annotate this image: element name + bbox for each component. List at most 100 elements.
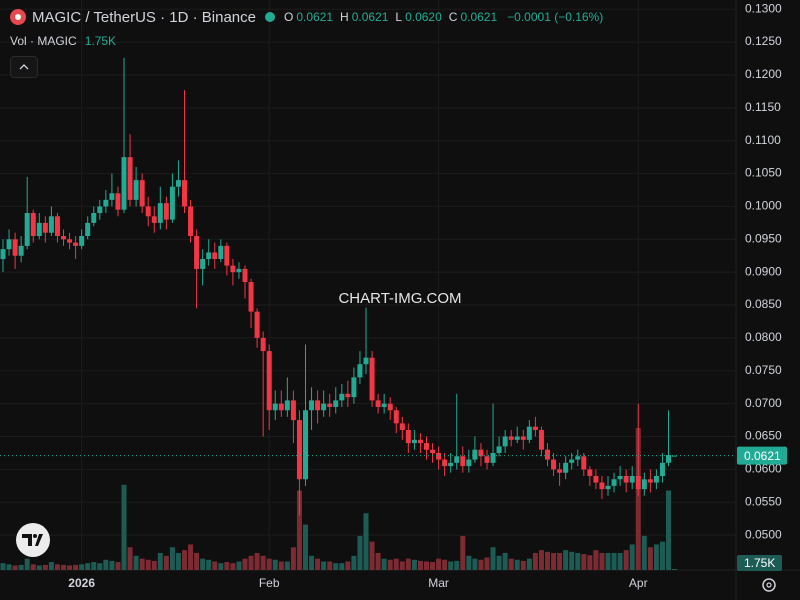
candle-body [502, 436, 508, 447]
volume-bar [188, 544, 194, 570]
volume-bar [36, 565, 42, 570]
candle-body [363, 357, 369, 365]
candle-body [581, 456, 587, 470]
volume-bar [24, 558, 30, 570]
volume-bar [272, 559, 278, 570]
candle-body [30, 213, 36, 237]
candle-body [532, 426, 538, 430]
candle-body [206, 252, 212, 260]
candle-body [182, 180, 187, 207]
candle-body [42, 222, 48, 233]
settings-icon[interactable] [762, 578, 776, 592]
candle-body [103, 199, 109, 207]
volume-bar [85, 563, 91, 570]
candle-body [151, 216, 157, 223]
candle-body [248, 282, 254, 312]
volume-bar [73, 564, 79, 570]
legend-value: 0.0621 [351, 10, 389, 24]
y-tick-label: 0.0950 [745, 231, 782, 245]
volume-bar [466, 555, 472, 570]
volume-bar [296, 490, 302, 570]
candle-body [587, 469, 593, 476]
candle-body [605, 485, 611, 490]
candle-body [97, 206, 103, 214]
price-box [737, 446, 787, 465]
volume-bar [532, 552, 538, 570]
y-tick-label: 0.0900 [745, 264, 782, 278]
candle-body [260, 337, 266, 352]
candle-body [563, 462, 569, 473]
candle-body [454, 456, 460, 463]
candle-body [629, 475, 635, 483]
candle-body [611, 479, 617, 486]
volume-bar [157, 552, 163, 570]
volume-bar [357, 535, 363, 570]
candle-body [557, 469, 563, 473]
candle-body [79, 236, 85, 246]
candle-body [575, 456, 581, 460]
volume-bar [290, 547, 296, 570]
candle-body [254, 311, 260, 338]
candle-body [381, 403, 387, 407]
volume-bar [109, 560, 115, 570]
tv-logo[interactable] [16, 523, 50, 557]
candle-body [375, 400, 381, 407]
volume-bar [145, 559, 151, 570]
volume-bar [393, 558, 399, 570]
candle-body [309, 400, 315, 411]
volume-bar [284, 561, 290, 570]
volume-title: Vol · MAGIC [10, 34, 77, 48]
volume-bar [363, 513, 369, 570]
legend-value: 0.0621 [460, 10, 498, 24]
legend-key: C [448, 10, 458, 24]
y-tick-label: 0.0850 [745, 297, 782, 311]
candle-body [393, 410, 399, 424]
x-tick-label: 2026 [68, 576, 95, 590]
volume-bar [369, 541, 375, 570]
collapse-button[interactable] [10, 56, 38, 78]
candle-body [442, 459, 448, 467]
volume-bar [260, 555, 266, 570]
candle-body [284, 400, 290, 411]
legend-key: L [395, 10, 403, 24]
legend-key: O [283, 10, 294, 24]
volume-bar [48, 562, 54, 570]
candle-body [641, 479, 647, 490]
candle-body [496, 446, 502, 453]
candle-body [333, 400, 339, 407]
symbol-icon [10, 9, 26, 25]
candle-body [417, 439, 423, 444]
candle-body [157, 203, 163, 223]
volume-bar [206, 559, 212, 570]
volume-box [737, 555, 782, 571]
candle-body [163, 203, 169, 220]
y-tick-label: 0.1200 [745, 67, 782, 81]
candle-body [448, 462, 454, 467]
volume-bar [599, 552, 605, 570]
volume-bar [333, 563, 339, 570]
volume-bar [242, 558, 248, 570]
candle-body [466, 459, 472, 467]
volume-bar [321, 561, 327, 570]
volume-bar [545, 551, 550, 570]
volume-bar [623, 550, 629, 570]
x-tick-label: Apr [629, 576, 648, 590]
y-tick-label: 0.1050 [745, 166, 782, 180]
watermark: CHART-IMG.COM [338, 290, 461, 307]
volume-bar [526, 558, 532, 570]
volume-bar [163, 555, 169, 570]
volume-bar [236, 561, 242, 570]
volume-bar [653, 544, 659, 570]
volume-bar [18, 564, 24, 570]
volume-bar [12, 565, 18, 570]
volume-bar [254, 552, 260, 570]
volume-bar [42, 564, 48, 570]
header: MAGIC / TetherUS · 1D · Binance O 0.0621 H… [10, 7, 607, 27]
volume-bar [54, 564, 60, 570]
legend-value: 0.0621 [296, 10, 334, 24]
candle-body [296, 420, 302, 480]
volume-bar [218, 563, 224, 570]
candle-body [472, 449, 478, 460]
change: −0.0001 (−0.16%) [507, 10, 604, 24]
